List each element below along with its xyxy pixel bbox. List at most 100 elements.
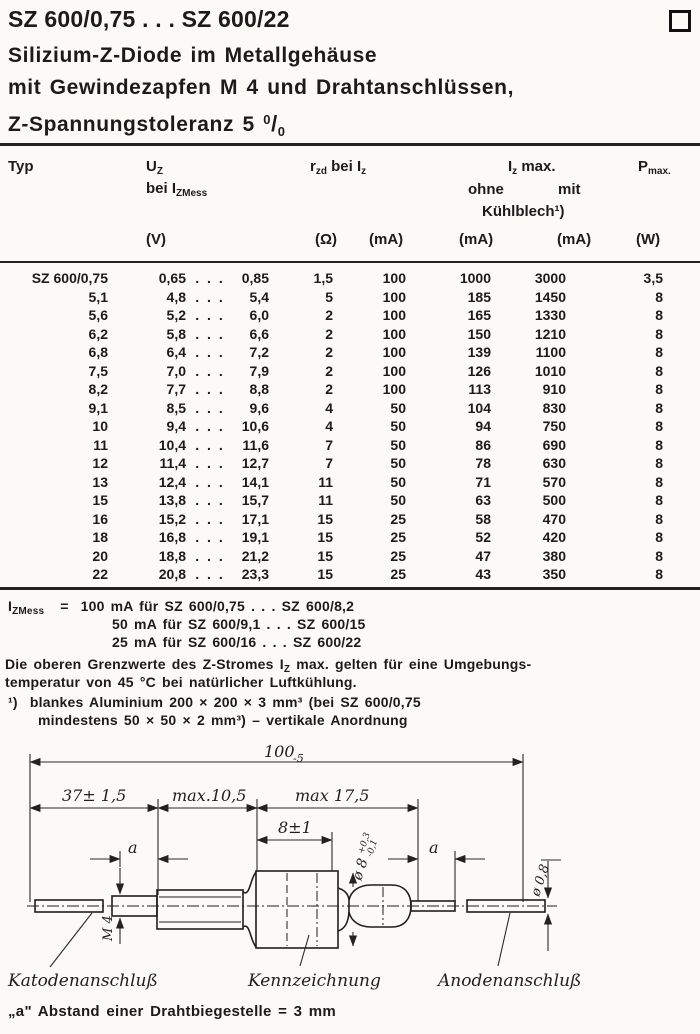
cell-typ: 16	[92, 510, 108, 527]
cell-mit: 630	[542, 455, 566, 471]
bend-distance-note: „a" Abstand einer Drahtbiegestelle = 3 m…	[8, 1003, 337, 1020]
table-row: 16 15,2 . . . 17,1 15 25 58 470 8	[8, 511, 671, 530]
cell-typ: 22	[92, 566, 108, 582]
cell-typ: 8,2	[88, 381, 108, 397]
cell-uz-max: 0,85	[241, 270, 269, 286]
cell-ohne: 139	[467, 344, 491, 360]
cell-uz-max: 15,7	[241, 492, 269, 508]
table-row: 8,2 7,7 . . . 8,8 2 100 113 910 8	[8, 381, 671, 400]
cell-typ: 20	[92, 547, 108, 564]
cell-uz-min: 9,4	[166, 418, 186, 434]
cell-uz-max: 10,6	[241, 418, 269, 434]
outline-drawing: 100 -5 37± 1,5 max.10,5 max 17,5 8±1 a a…	[0, 742, 700, 1003]
cell-mit: 570	[542, 473, 566, 490]
cell-ohne: 165	[467, 307, 491, 323]
cell-rzd: 11	[318, 473, 333, 490]
ambient-note-line2: temperatur von 45 °C bei natürlicher Luf…	[5, 674, 357, 690]
cell-mit: 1210	[534, 325, 566, 342]
subtitle-line2: mit Gewindezapfen M 4 und Drahtanschlüss…	[8, 76, 515, 99]
cell-rzd: 2	[325, 325, 333, 342]
cell-dots: . . .	[195, 270, 225, 286]
col-header-mit: mit	[558, 181, 581, 198]
cell-rzd: 15	[317, 547, 333, 564]
cell-pmax: 8	[655, 529, 663, 545]
unit-w: (W)	[636, 231, 661, 248]
table-row: 7,5 7,0 . . . 7,9 2 100 126 1010 8	[8, 363, 671, 382]
cell-mit: 1450	[534, 288, 566, 305]
cell-rzd: 15	[317, 566, 333, 582]
dimension-lines	[29, 754, 561, 968]
cell-pmax: 8	[655, 473, 663, 490]
subtitle-line3: Z-Spannungstoleranz 5 0/0	[8, 111, 286, 139]
cell-typ: 5,1	[88, 288, 108, 305]
cell-iz: 100	[382, 362, 406, 379]
cell-uz-max: 8,8	[249, 381, 269, 397]
marking-label: Kennzeichnung	[247, 971, 381, 991]
cell-ohne: 52	[475, 529, 491, 545]
cell-iz: 100	[382, 270, 406, 286]
cell-dots: . . .	[195, 325, 225, 342]
cell-ohne: 126	[467, 362, 491, 379]
cell-rzd: 7	[325, 455, 333, 471]
cell-rzd: 2	[325, 381, 333, 397]
cell-dots: . . .	[195, 510, 225, 527]
dim-a-left: a	[128, 838, 138, 857]
cell-uz-max: 17,1	[241, 510, 269, 527]
cell-uz-max: 19,1	[241, 529, 269, 545]
cell-uz-min: 15,2	[158, 510, 186, 527]
cell-typ: 13	[92, 473, 108, 490]
cell-rzd: 4	[325, 399, 333, 416]
col-header-typ: Typ	[8, 158, 34, 175]
cell-dots: . . .	[195, 455, 225, 471]
izmess-definition-line1: IZMess = 100 mA für SZ 600/0,75 . . . SZ 6…	[8, 598, 355, 617]
table-row: 18 16,8 . . . 19,1 15 25 52 420 8	[8, 529, 671, 548]
cell-pmax: 8	[655, 381, 663, 397]
table-row: 6,2 5,8 . . . 6,6 2 100 150 1210 8	[8, 326, 671, 345]
cell-typ: 5,6	[88, 307, 108, 323]
cell-dots: . . .	[195, 381, 225, 397]
cell-mit: 380	[542, 547, 566, 564]
cell-pmax: 8	[655, 418, 663, 434]
cell-pmax: 8	[655, 307, 663, 323]
table-row: 9,1 8,5 . . . 9,6 4 50 104 830 8	[8, 400, 671, 419]
cell-uz-max: 14,1	[241, 473, 269, 490]
dim-8-1: 8±1	[278, 818, 312, 837]
cell-ohne: 113	[468, 381, 491, 397]
cell-uz-max: 7,2	[249, 344, 269, 360]
cell-dots: . . .	[195, 307, 225, 323]
cell-iz: 50	[390, 399, 406, 416]
cell-typ: 7,5	[88, 362, 108, 379]
page-subtitle: Silizium-Z-Diode im Metallgehäuse mit Ge…	[8, 40, 514, 148]
col-header-uz: UZ	[146, 158, 163, 177]
cell-iz: 50	[390, 455, 406, 471]
cell-dots: . . .	[195, 362, 225, 379]
cell-uz-min: 18,8	[158, 547, 186, 564]
cell-ohne: 78	[475, 455, 491, 471]
izmess-definition-line2: 50 mA für SZ 600/9,1 . . . SZ 600/15	[112, 616, 366, 632]
subtitle-line1: Silizium-Z-Diode im Metallgehäuse	[8, 44, 378, 67]
cell-mit: 350	[542, 566, 566, 582]
unit-v: (V)	[146, 231, 166, 248]
cell-rzd: 4	[325, 418, 333, 434]
table-row: 6,8 6,4 . . . 7,2 2 100 139 1100 8	[8, 344, 671, 363]
cell-typ: 18	[92, 529, 108, 545]
cell-mit: 3000	[534, 270, 566, 286]
cell-pmax: 8	[655, 547, 663, 564]
cell-iz: 25	[390, 547, 406, 564]
cell-mit: 1100	[535, 344, 566, 360]
cell-typ: 10	[92, 418, 108, 434]
cell-dots: . . .	[195, 473, 225, 490]
cell-mit: 1330	[534, 307, 566, 323]
col-header-kuehlblech: Kühlblech¹)	[482, 203, 565, 220]
cell-dots: . . .	[195, 436, 225, 453]
cell-typ: 9,1	[88, 399, 108, 416]
cell-pmax: 8	[655, 492, 663, 508]
thread-label: M 4	[101, 915, 116, 942]
cell-iz: 25	[390, 510, 406, 527]
table-row: 20 18,8 . . . 21,2 15 25 47 380 8	[8, 548, 671, 567]
cell-iz: 50	[390, 436, 406, 453]
cell-rzd: 1,5	[313, 270, 333, 286]
cell-typ: 6,2	[88, 325, 108, 342]
cell-dots: . . .	[195, 418, 225, 434]
cell-uz-min: 7,0	[166, 362, 186, 379]
